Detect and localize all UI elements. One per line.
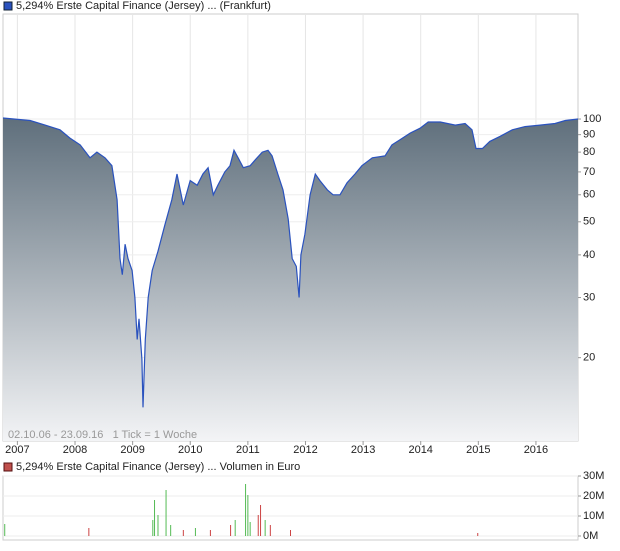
x-tick-label: 2014	[408, 444, 432, 456]
x-tick-label: 2012	[293, 444, 317, 456]
y-tick-label: 20	[583, 352, 595, 364]
volume-bar	[182, 530, 184, 536]
volume-bar	[245, 484, 247, 536]
x-tick-label: 2008	[63, 444, 87, 456]
y-tick-label: 20M	[583, 490, 604, 502]
volume-bar	[264, 520, 266, 536]
volume-bar	[209, 530, 211, 536]
volume-bar	[157, 515, 159, 536]
x-tick-label: 2010	[178, 444, 202, 456]
volume-bar	[290, 530, 291, 536]
volume-bar	[170, 525, 172, 536]
x-tick-label: 2009	[120, 444, 144, 456]
y-tick-label: 10M	[583, 510, 604, 522]
volume-bar	[194, 528, 196, 536]
volume-bar	[260, 505, 262, 536]
volume-bar	[165, 490, 167, 536]
volume-bar	[152, 520, 154, 536]
y-tick-label: 0M	[583, 530, 598, 542]
volume-panel	[2, 475, 579, 541]
x-tick-label: 2016	[524, 444, 548, 456]
y-tick-label: 40	[583, 249, 595, 261]
volume-bar	[154, 500, 156, 536]
y-tick-label: 80	[583, 146, 595, 158]
volume-bar	[4, 524, 6, 536]
x-tick-label: 2011	[236, 444, 260, 456]
legend-swatch	[3, 462, 13, 472]
legend-swatch	[3, 1, 13, 11]
y-tick-label: 50	[583, 216, 595, 228]
volume-bar	[249, 522, 251, 536]
area-fill	[3, 118, 578, 441]
volume-bar	[247, 495, 249, 536]
legend-label: 5,294% Erste Capital Finance (Jersey) ..…	[16, 0, 271, 12]
price-line	[2, 117, 579, 408]
y-tick-label: 90	[583, 129, 595, 141]
legend-label: 5,294% Erste Capital Finance (Jersey) ..…	[16, 461, 300, 473]
volume-bar	[234, 520, 236, 536]
y-tick-label: 100	[583, 113, 601, 125]
volume-bar	[257, 515, 259, 536]
volume-bar	[477, 533, 479, 536]
volume-bar	[88, 528, 90, 536]
y-tick-label: 30M	[583, 470, 604, 482]
y-tick-label: 70	[583, 166, 595, 178]
annotation: 02.10.06 - 23.09.16 1 Tick = 1 Woche	[8, 429, 197, 441]
x-tick-label: 2013	[351, 444, 375, 456]
x-tick-label: 2007	[5, 444, 29, 456]
y-tick-label: 60	[583, 189, 595, 201]
y-tick-label: 30	[583, 291, 595, 303]
volume-bar	[230, 525, 232, 536]
volume-bar	[269, 525, 271, 536]
x-tick-label: 2015	[466, 444, 490, 456]
